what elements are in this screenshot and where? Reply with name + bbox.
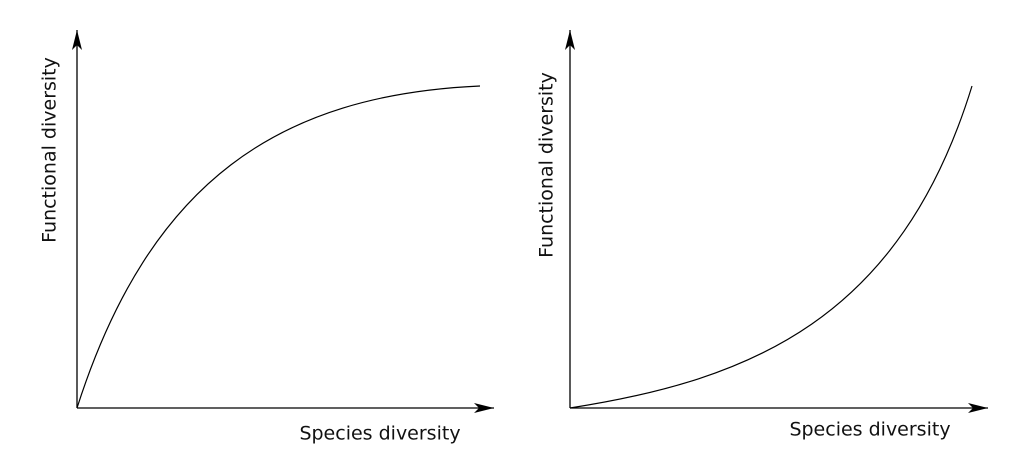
y-axis-label: Functional diversity (39, 57, 61, 243)
x-axis-label: Species diversity (789, 419, 950, 441)
panel-left: Species diversity Functional diversity (39, 30, 494, 445)
y-axis-label: Functional diversity (536, 72, 558, 258)
x-axis-label: Species diversity (299, 423, 460, 445)
saturating-curve (76, 85, 481, 409)
accelerating-curve (569, 85, 973, 409)
panel-right: Species diversity Functional diversity (536, 30, 988, 441)
